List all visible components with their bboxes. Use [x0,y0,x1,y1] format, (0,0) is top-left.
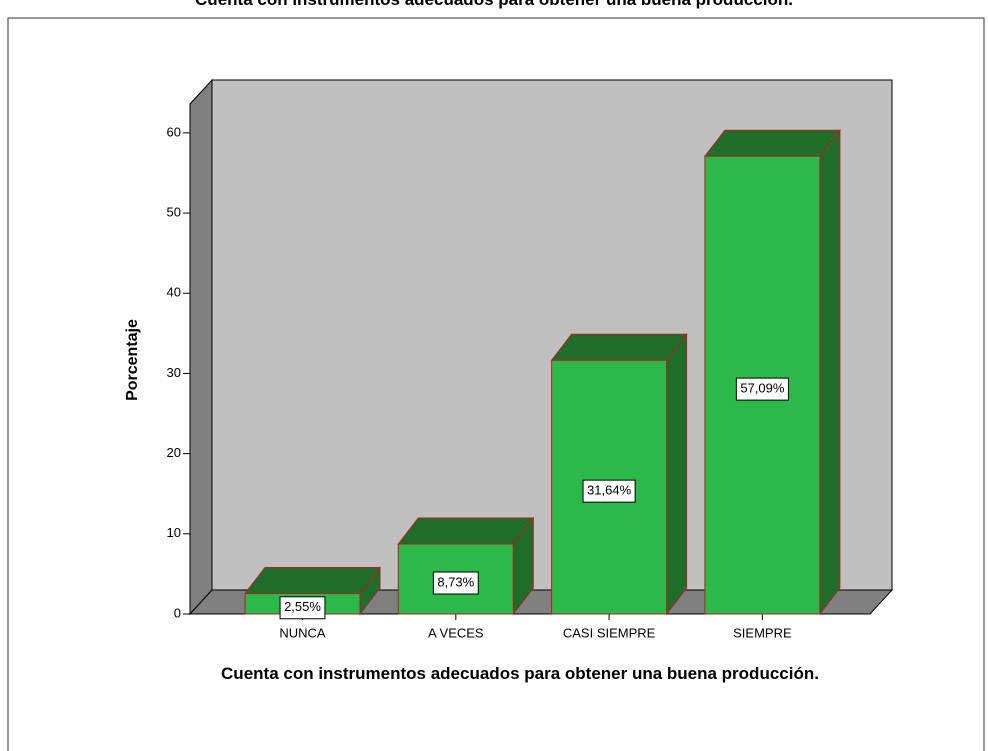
value-label: 57,09% [740,381,785,396]
frame [7,17,985,751]
bar-top [550,333,688,361]
value-label: 2,55% [284,599,321,614]
x-tick-label: A VECES [428,625,484,640]
chart-title: Cuenta con instrumentos adecuados para o… [0,0,988,10]
y-tick-label: 20 [167,445,181,460]
left-wall [189,78,213,616]
bar-top [397,517,535,545]
y-tick-label: 50 [167,204,181,219]
x-tick-label: CASI SIEMPRE [563,625,656,640]
y-tick-label: 0 [174,605,181,620]
y-tick-label: 40 [167,285,181,300]
bar-side [819,128,841,616]
y-tick-label: 10 [167,525,181,540]
x-axis-label: Cuenta con instrumentos adecuados para o… [221,664,819,683]
value-label-box [582,479,636,503]
y-tick-label: 30 [167,365,181,380]
bar-side [666,332,688,616]
y-axis-label: Porcentaje [124,319,141,401]
value-label-box [279,596,326,620]
x-tick-label: NUNCA [279,625,326,640]
bar-top [703,129,841,157]
x-tick-label: SIEMPRE [733,625,792,640]
y-tick-label: 60 [167,124,181,139]
value-label: 31,64% [587,483,632,498]
value-label: 8,73% [437,574,474,589]
bar-top [243,567,382,595]
value-label-box [735,377,789,401]
value-label-box [432,571,479,595]
